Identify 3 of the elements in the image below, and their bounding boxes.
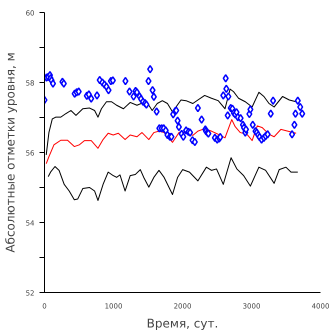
x-axis-title: Время, сут. bbox=[146, 316, 218, 330]
line-series bbox=[48, 157, 298, 201]
y-axis-title: Абсолютные отметки уровня, м bbox=[4, 52, 18, 253]
